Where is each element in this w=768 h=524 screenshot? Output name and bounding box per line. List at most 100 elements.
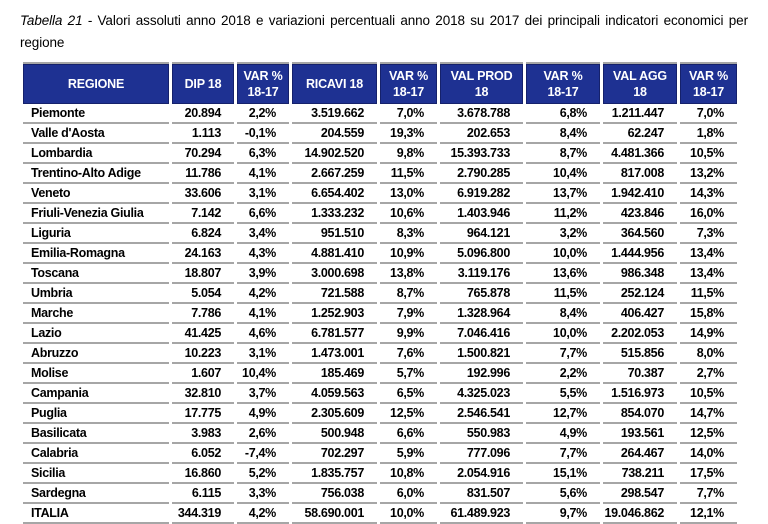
- value-cell: 10.223: [172, 344, 234, 365]
- value-cell: 9,8%: [380, 144, 437, 165]
- table-row: Umbria 5.054 4,2% 721.588 8,7% 765.878 11,5% 25…: [23, 284, 737, 305]
- value-cell: 2.790.285: [440, 164, 523, 185]
- value-cell: 70.294: [172, 144, 234, 165]
- region-cell: Calabria: [23, 444, 169, 465]
- regional-indicators-table: REGIONE DIP 18 VAR % 18-17 RICAVI 18 VAR …: [20, 62, 740, 524]
- table-row: Basilicata 3.983 2,6% 500.948 6,6% 550.983 4,9…: [23, 424, 737, 445]
- value-cell: 4.881.410: [292, 244, 377, 265]
- region-cell: Umbria: [23, 284, 169, 305]
- table-row: Trentino-Alto Adige 11.786 4,1% 2.667.259 11…: [23, 164, 737, 185]
- region-cell: Campania: [23, 384, 169, 405]
- table-row: Sardegna 6.115 3,3% 756.038 6,0% 831.507 5,6% 2…: [23, 484, 737, 505]
- table-header: REGIONE DIP 18 VAR % 18-17 RICAVI 18 VAR …: [23, 62, 737, 105]
- value-cell: 264.467: [603, 444, 677, 465]
- value-cell: 3,3%: [237, 484, 289, 505]
- value-cell: 1.942.410: [603, 184, 677, 205]
- value-cell: 8,4%: [526, 304, 600, 325]
- value-cell: 3,9%: [237, 264, 289, 285]
- region-cell: Marche: [23, 304, 169, 325]
- value-cell: 8,0%: [680, 344, 737, 365]
- value-cell: 11.786: [172, 164, 234, 185]
- value-cell: 1.607: [172, 364, 234, 385]
- value-cell: 3.000.698: [292, 264, 377, 285]
- value-cell: 344.319: [172, 504, 234, 524]
- value-cell: 8,3%: [380, 224, 437, 245]
- value-cell: 7,7%: [680, 484, 737, 505]
- value-cell: 58.690.001: [292, 504, 377, 524]
- value-cell: 7.786: [172, 304, 234, 325]
- region-cell: Basilicata: [23, 424, 169, 445]
- value-cell: 3.983: [172, 424, 234, 445]
- value-cell: 2,6%: [237, 424, 289, 445]
- value-cell: 721.588: [292, 284, 377, 305]
- header-dip-18: DIP 18: [172, 62, 234, 105]
- value-cell: 185.469: [292, 364, 377, 385]
- region-cell: Puglia: [23, 404, 169, 425]
- header-val-prod-18: VAL PROD 18: [440, 62, 523, 105]
- value-cell: 4.059.563: [292, 384, 377, 405]
- value-cell: 1.516.973: [603, 384, 677, 405]
- value-cell: 7,6%: [380, 344, 437, 365]
- value-cell: 1.444.956: [603, 244, 677, 265]
- value-cell: 2.667.259: [292, 164, 377, 185]
- value-cell: 8,7%: [526, 144, 600, 165]
- value-cell: 364.560: [603, 224, 677, 245]
- value-cell: 6.115: [172, 484, 234, 505]
- value-cell: 14,7%: [680, 404, 737, 425]
- header-var-ricavi: VAR % 18-17: [380, 62, 437, 105]
- header-row: REGIONE DIP 18 VAR % 18-17 RICAVI 18 VAR …: [23, 62, 737, 105]
- value-cell: 3.678.788: [440, 104, 523, 125]
- region-cell: ITALIA: [23, 504, 169, 524]
- value-cell: 70.387: [603, 364, 677, 385]
- value-cell: 4,6%: [237, 324, 289, 345]
- value-cell: 5.054: [172, 284, 234, 305]
- value-cell: 2.054.916: [440, 464, 523, 485]
- value-cell: 4,2%: [237, 284, 289, 305]
- value-cell: 41.425: [172, 324, 234, 345]
- value-cell: 4,3%: [237, 244, 289, 265]
- value-cell: 6.052: [172, 444, 234, 465]
- value-cell: 9,7%: [526, 504, 600, 524]
- region-cell: Sicilia: [23, 464, 169, 485]
- value-cell: 550.983: [440, 424, 523, 445]
- value-cell: 5.096.800: [440, 244, 523, 265]
- value-cell: 7,3%: [680, 224, 737, 245]
- header-var-val-agg: VAR % 18-17: [680, 62, 737, 105]
- value-cell: 2.546.541: [440, 404, 523, 425]
- value-cell: 6,6%: [237, 204, 289, 225]
- value-cell: 252.124: [603, 284, 677, 305]
- value-cell: 12,5%: [680, 424, 737, 445]
- value-cell: 10,0%: [526, 244, 600, 265]
- value-cell: 3,1%: [237, 184, 289, 205]
- table-row: Valle d'Aosta 1.113 -0,1% 204.559 19,3% 202.6…: [23, 124, 737, 145]
- value-cell: 14,0%: [680, 444, 737, 465]
- value-cell: 854.070: [603, 404, 677, 425]
- value-cell: 19.046.862: [603, 504, 677, 524]
- value-cell: 4,1%: [237, 164, 289, 185]
- region-cell: Liguria: [23, 224, 169, 245]
- value-cell: 777.096: [440, 444, 523, 465]
- value-cell: 7,0%: [380, 104, 437, 125]
- value-cell: 10,9%: [380, 244, 437, 265]
- caption-text: - Valori assoluti anno 2018 e variazioni…: [20, 13, 748, 50]
- value-cell: 11,5%: [380, 164, 437, 185]
- value-cell: 10,0%: [380, 504, 437, 524]
- value-cell: 24.163: [172, 244, 234, 265]
- value-cell: 10,6%: [380, 204, 437, 225]
- region-cell: Friuli-Venezia Giulia: [23, 204, 169, 225]
- table-row: Marche 7.786 4,1% 1.252.903 7,9% 1.328.964 8,4…: [23, 304, 737, 325]
- value-cell: 4,2%: [237, 504, 289, 524]
- value-cell: 14,9%: [680, 324, 737, 345]
- value-cell: 5,9%: [380, 444, 437, 465]
- value-cell: 738.211: [603, 464, 677, 485]
- value-cell: 1.835.757: [292, 464, 377, 485]
- value-cell: 6,5%: [380, 384, 437, 405]
- value-cell: 19,3%: [380, 124, 437, 145]
- value-cell: 1,8%: [680, 124, 737, 145]
- value-cell: 12,1%: [680, 504, 737, 524]
- value-cell: 9,9%: [380, 324, 437, 345]
- value-cell: 5,6%: [526, 484, 600, 505]
- header-val-agg-18: VAL AGG 18: [603, 62, 677, 105]
- value-cell: 15,1%: [526, 464, 600, 485]
